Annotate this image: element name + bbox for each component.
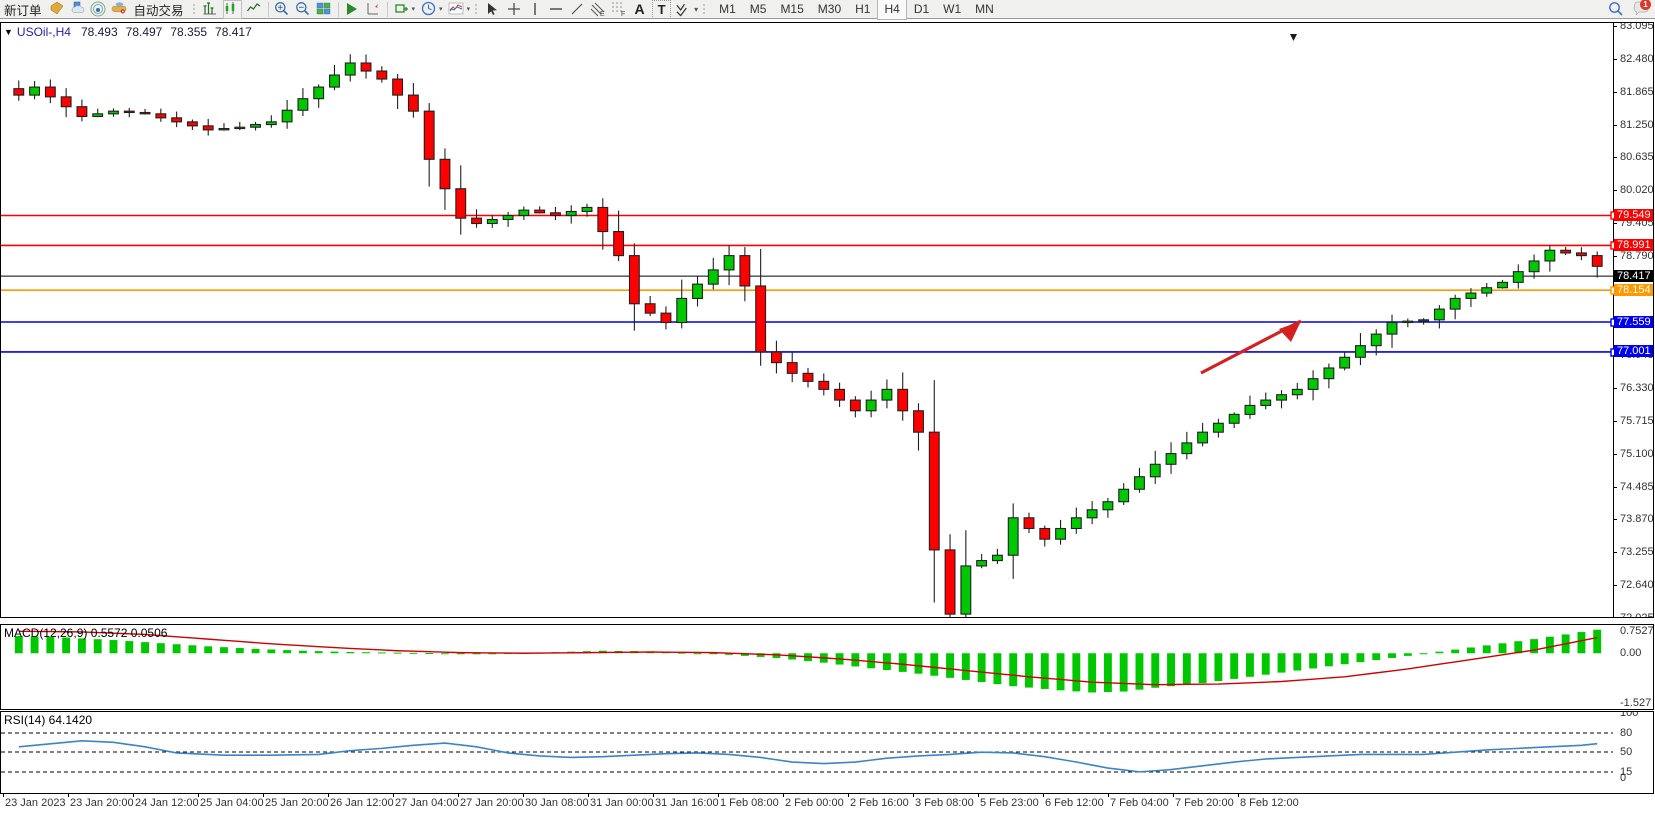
svg-text:F: F [621,11,625,17]
svg-text:E: E [600,11,605,17]
